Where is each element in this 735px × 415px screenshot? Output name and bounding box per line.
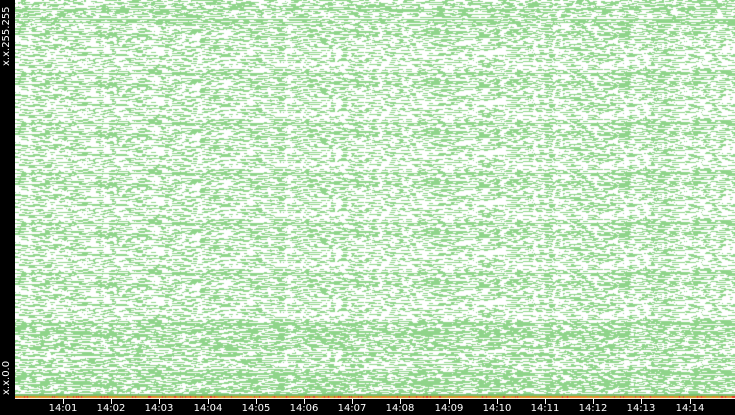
x-tick-mark — [400, 399, 401, 404]
x-tick-label: 14:07 — [337, 403, 367, 414]
x-tick-mark — [545, 399, 546, 404]
y-tick-label-top: x.x.255.255 — [1, 6, 12, 66]
x-tick-label: 14:11 — [530, 403, 560, 414]
y-tick-label-bottom: x.x.0.0 — [1, 360, 12, 395]
x-tick-mark — [497, 399, 498, 404]
x-tick-label: 14:02 — [96, 403, 126, 414]
x-tick-label: 14:08 — [385, 403, 415, 414]
x-tick-label: 14:14 — [675, 403, 705, 414]
x-tick-mark — [352, 399, 353, 404]
x-tick-mark — [593, 399, 594, 404]
x-tick-mark — [111, 399, 112, 404]
x-tick-mark — [449, 399, 450, 404]
x-tick-mark — [641, 399, 642, 404]
x-tick-label: 14:09 — [434, 403, 464, 414]
x-tick-label: 14:01 — [48, 403, 78, 414]
x-tick-mark — [159, 399, 160, 404]
x-tick-mark — [256, 399, 257, 404]
x-tick-mark — [304, 399, 305, 404]
x-tick-label: 14:05 — [241, 403, 271, 414]
x-tick-label: 14:10 — [482, 403, 512, 414]
x-tick-mark — [690, 399, 691, 404]
x-tick-mark — [63, 399, 64, 404]
x-tick-label: 14:06 — [289, 403, 319, 414]
x-tick-mark — [208, 399, 209, 404]
x-tick-label: 14:03 — [144, 403, 174, 414]
x-tick-label: 14:04 — [193, 403, 223, 414]
x-tick-label: 14:12 — [578, 403, 608, 414]
scatter-plot-area — [15, 0, 735, 399]
x-tick-label: 14:13 — [626, 403, 656, 414]
